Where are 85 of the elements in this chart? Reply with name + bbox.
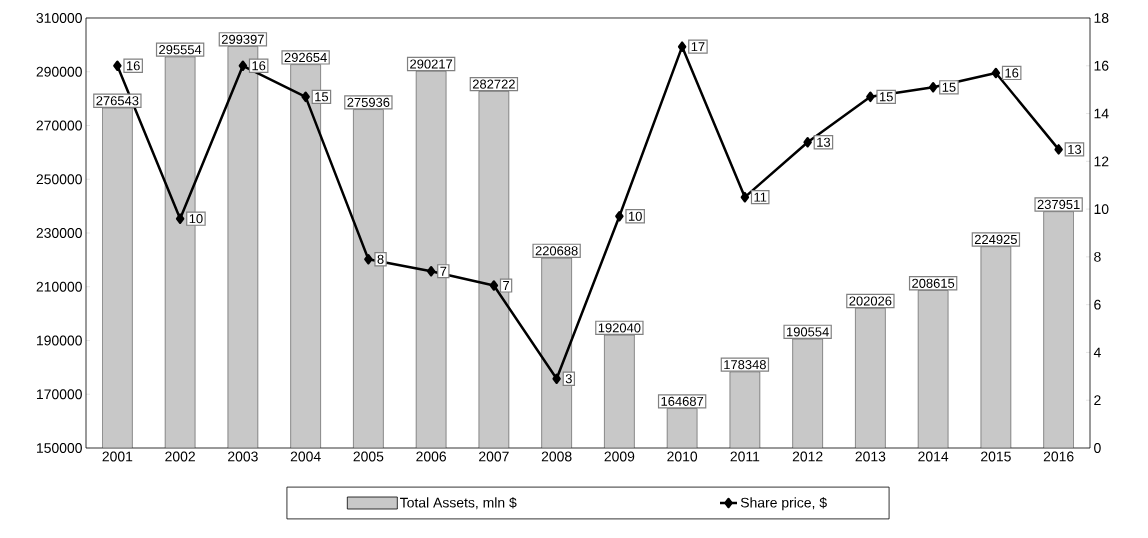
point [364, 254, 373, 265]
data-label: 299397 [221, 34, 264, 44]
data-label: 16 [126, 61, 140, 71]
point [301, 91, 310, 103]
point [677, 41, 687, 52]
x-tick-label: 2012 [792, 451, 823, 462]
y-tick-label: 250000 [36, 174, 82, 185]
data-label: 17 [691, 42, 705, 52]
x-tick-label: 2007 [479, 451, 509, 462]
point [803, 136, 812, 148]
data-label: 15 [942, 82, 956, 92]
y2-tick-label: 16 [1094, 60, 1109, 71]
y-tick-label: 270000 [36, 120, 82, 131]
point [991, 67, 1001, 79]
data-label: 178348 [724, 360, 766, 370]
x-tick-label: 2010 [667, 451, 698, 462]
point [426, 265, 436, 277]
x-tick-label: 2001 [102, 451, 133, 462]
data-label: 224925 [974, 234, 1017, 245]
x-tick-label: 2006 [416, 451, 447, 462]
y2-tick-label: 4 [1093, 347, 1101, 358]
data-label: 192040 [598, 323, 641, 333]
y-tick-label: 310000 [36, 13, 82, 23]
data-label: 282722 [472, 79, 515, 89]
point [113, 60, 122, 72]
data-label: 7 [440, 266, 447, 276]
data-label: 292654 [284, 52, 327, 63]
data-label: 202026 [849, 296, 892, 306]
data-label: 10 [189, 214, 203, 224]
y-tick-label: 190000 [37, 335, 82, 346]
data-label: 275936 [347, 97, 390, 107]
y2-tick-label: 10 [1094, 204, 1109, 215]
data-label: 290217 [410, 59, 453, 69]
x-tick-label: 2008 [541, 451, 572, 462]
data-label: 190554 [787, 327, 829, 337]
data-label: 11 [754, 192, 767, 202]
y2-tick-label: 0 [1094, 443, 1101, 453]
data-label: 237951 [1037, 199, 1080, 210]
x-tick-label: 2013 [855, 451, 886, 462]
point [552, 373, 561, 384]
x-tick-label: 2004 [290, 451, 321, 462]
point [238, 60, 248, 72]
data-label: 3 [565, 374, 572, 384]
data-label: 16 [1005, 68, 1019, 78]
point [175, 213, 185, 224]
data-label: 295554 [159, 45, 202, 55]
data-label: 164687 [661, 396, 704, 406]
point [615, 211, 624, 222]
legend-label: Share price, $ [740, 497, 827, 511]
data-label: 220688 [535, 246, 578, 256]
x-tick-label: 2016 [1043, 451, 1074, 462]
y-tick-label: 170000 [37, 389, 82, 400]
y2-tick-label: 18 [1094, 13, 1109, 23]
x-tick-label: 2015 [981, 451, 1011, 462]
data-label: 276543 [96, 96, 139, 106]
y2-tick-label: 2 [1094, 395, 1101, 406]
data-label: 10 [628, 211, 642, 221]
y2-tick-label: 12 [1094, 156, 1109, 167]
y-tick-label: 150000 [37, 443, 82, 453]
legend-label: Total Assets, mln $ [400, 497, 517, 510]
data-label: 16 [252, 61, 266, 71]
point [1054, 144, 1063, 155]
x-tick-label: 2009 [604, 451, 635, 462]
y2-tick-label: 14 [1094, 108, 1109, 119]
x-tick-label: 2005 [353, 451, 384, 462]
y-tick-label: 290000 [36, 66, 82, 77]
x-tick-label: 2003 [228, 451, 258, 462]
point [740, 191, 750, 203]
point [489, 280, 499, 291]
y-tick-label: 210000 [36, 281, 82, 292]
data-label: 7 [503, 281, 510, 291]
data-label: 8 [377, 254, 384, 264]
data-label: 15 [315, 92, 329, 102]
y2-tick-label: 6 [1094, 299, 1101, 310]
data-label: 15 [879, 92, 893, 102]
x-tick-label: 2014 [918, 451, 949, 462]
y-tick-label: 230000 [36, 228, 82, 238]
x-tick-label: 2011 [730, 451, 760, 462]
data-label: 13 [1068, 144, 1082, 154]
data-label: 208615 [912, 278, 955, 288]
x-tick-label: 2002 [165, 451, 195, 462]
data-label: 13 [817, 137, 831, 147]
point [866, 91, 875, 103]
y2-tick-label: 8 [1094, 251, 1101, 262]
point [928, 82, 938, 93]
